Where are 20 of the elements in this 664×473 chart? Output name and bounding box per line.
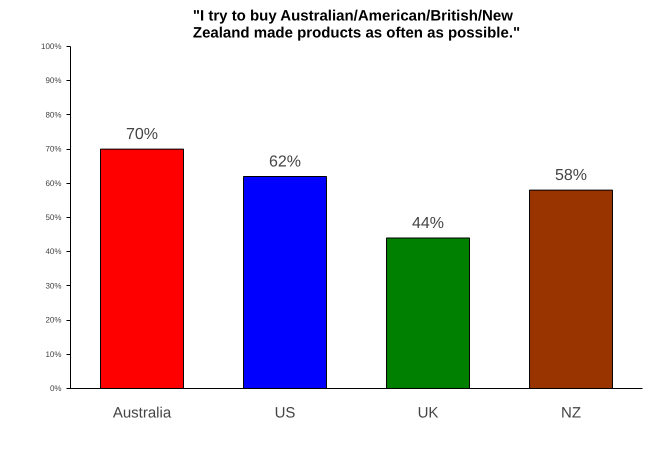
y-tick-label: 10%: [45, 350, 62, 359]
y-tick-label: 70%: [45, 144, 62, 154]
y-tick-label: 80%: [45, 110, 62, 120]
x-tick-label: Australia: [112, 404, 172, 422]
y-tick-label: 50%: [45, 213, 62, 222]
y-tick-label: 0%: [50, 384, 62, 393]
x-tick-label: US: [274, 404, 296, 422]
x-tick-label: UK: [418, 404, 438, 422]
y-tick-label: 40%: [45, 247, 62, 256]
x-tick-label: NZ: [561, 404, 581, 422]
data-label: 62%: [268, 153, 302, 170]
data-label: 70%: [126, 126, 158, 144]
chart-title: "I try to buy Australian/American/British/New Zealand made products as often as possible.": [192, 8, 520, 42]
data-label: 44%: [412, 215, 444, 232]
y-tick-label: 100%: [41, 42, 62, 51]
y-tick-label: 20%: [45, 316, 62, 325]
y-tick-label: 60%: [45, 178, 62, 188]
y-tick-label: 30%: [45, 281, 62, 290]
data-label: 58%: [554, 167, 588, 184]
y-tick-label: 90%: [45, 76, 62, 86]
